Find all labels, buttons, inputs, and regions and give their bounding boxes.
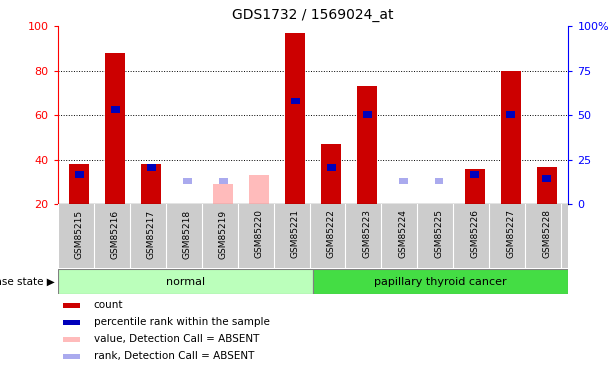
Text: GSM85226: GSM85226 bbox=[471, 210, 480, 258]
Text: GSM85215: GSM85215 bbox=[75, 210, 84, 259]
Text: value, Detection Call = ABSENT: value, Detection Call = ABSENT bbox=[94, 334, 259, 344]
Text: GSM85222: GSM85222 bbox=[326, 210, 336, 258]
Bar bbox=[501, 71, 521, 204]
Bar bbox=[183, 178, 192, 184]
Bar bbox=[63, 337, 80, 342]
Bar bbox=[542, 176, 551, 182]
Title: GDS1732 / 1569024_at: GDS1732 / 1569024_at bbox=[232, 9, 394, 22]
Text: GSM85224: GSM85224 bbox=[398, 210, 407, 258]
Bar bbox=[398, 178, 407, 184]
Bar bbox=[471, 171, 480, 178]
Bar bbox=[321, 144, 341, 204]
Bar bbox=[537, 166, 557, 204]
Text: GSM85221: GSM85221 bbox=[291, 210, 300, 258]
Bar bbox=[249, 176, 269, 204]
Bar bbox=[435, 178, 443, 184]
Bar bbox=[63, 303, 80, 308]
Bar bbox=[313, 269, 568, 294]
Bar bbox=[75, 171, 84, 178]
Text: count: count bbox=[94, 300, 123, 310]
Bar bbox=[506, 111, 516, 117]
Text: GSM85225: GSM85225 bbox=[435, 210, 443, 258]
Bar bbox=[147, 164, 156, 171]
Bar bbox=[291, 98, 300, 104]
Text: rank, Detection Call = ABSENT: rank, Detection Call = ABSENT bbox=[94, 351, 254, 361]
Text: GSM85228: GSM85228 bbox=[542, 210, 551, 258]
Bar bbox=[362, 111, 371, 117]
Bar bbox=[326, 164, 336, 171]
Bar bbox=[465, 169, 485, 204]
Bar bbox=[105, 53, 125, 204]
Text: GSM85217: GSM85217 bbox=[147, 210, 156, 259]
Bar bbox=[63, 320, 80, 325]
Bar bbox=[58, 269, 313, 294]
Text: papillary thyroid cancer: papillary thyroid cancer bbox=[375, 277, 507, 286]
Text: GSM85216: GSM85216 bbox=[111, 210, 120, 259]
Text: GSM85227: GSM85227 bbox=[506, 210, 516, 258]
Bar bbox=[285, 33, 305, 204]
Bar bbox=[213, 184, 233, 204]
Bar bbox=[142, 164, 161, 204]
Bar bbox=[69, 164, 89, 204]
Text: GSM85223: GSM85223 bbox=[362, 210, 371, 258]
Text: GSM85219: GSM85219 bbox=[219, 210, 228, 259]
Text: GSM85220: GSM85220 bbox=[255, 210, 264, 258]
Bar bbox=[111, 106, 120, 113]
Text: percentile rank within the sample: percentile rank within the sample bbox=[94, 317, 269, 327]
Text: GSM85218: GSM85218 bbox=[183, 210, 192, 259]
Bar bbox=[63, 354, 80, 358]
Bar bbox=[219, 178, 228, 184]
Text: disease state ▶: disease state ▶ bbox=[0, 277, 55, 286]
Text: normal: normal bbox=[166, 277, 205, 286]
Bar bbox=[357, 86, 377, 204]
